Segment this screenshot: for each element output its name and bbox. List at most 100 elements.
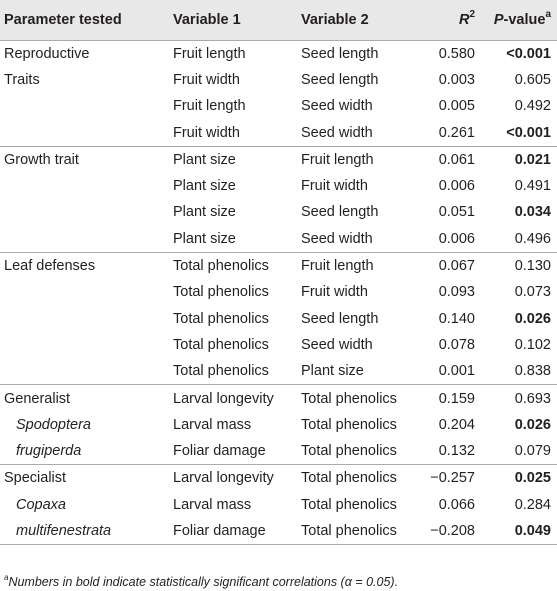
cell-parameter: Specialist xyxy=(0,464,173,492)
cell-variable-2: Fruit length xyxy=(301,251,411,280)
cell-variable-2: Seed width xyxy=(301,124,373,141)
cell-variable-2: Seed length xyxy=(301,310,379,327)
header-variable-2: Variable 2 xyxy=(301,0,411,41)
header-r-symbol: R xyxy=(458,11,470,28)
cell-variable-2: Total phenolics xyxy=(301,416,397,433)
cell-variable-2: Total phenolics xyxy=(301,464,411,492)
cell-variable-1: Fruit length xyxy=(173,98,246,115)
cell-parameter: multifenestrata xyxy=(0,517,173,546)
cell-r-squared: 0.159 xyxy=(411,384,485,412)
cell-r-squared: −0.208 xyxy=(411,517,485,546)
cell-parameter xyxy=(0,119,173,146)
cell-p-value: 0.021 xyxy=(485,145,557,173)
table-row: Generalist Larval longevity Total phenol… xyxy=(0,384,557,412)
table-row: Total phenolics Fruit width 0.093 0.073 xyxy=(0,279,557,305)
cell-variable-1: Total phenolics xyxy=(173,251,301,280)
table-row: Spodoptera Larval mass Total phenolics 0… xyxy=(0,412,557,438)
cell-parameter xyxy=(0,199,173,225)
cell-variable-2: Seed length xyxy=(301,204,379,221)
cell-variable-2: Seed width xyxy=(301,98,373,115)
cell-variable-1: Larval longevity xyxy=(173,464,301,492)
cell-variable-1: Total phenolics xyxy=(173,284,269,301)
table-footnote: aNumbers in bold indicate statistically … xyxy=(4,573,399,589)
cell-p-value: 0.492 xyxy=(514,98,551,115)
table-body: Reproductive Fruit length Seed length 0.… xyxy=(0,40,557,546)
cell-variable-1: Fruit width xyxy=(173,124,240,141)
table-row: Specialist Larval longevity Total phenol… xyxy=(0,464,557,492)
cell-parameter xyxy=(0,358,173,385)
cell-parameter xyxy=(0,305,173,331)
cell-variable-2: Total phenolics xyxy=(301,443,397,460)
cell-parameter: Spodoptera xyxy=(16,416,91,433)
header-parameter-tested: Parameter tested xyxy=(0,0,173,41)
cell-r-squared: 0.006 xyxy=(438,178,475,195)
cell-variable-2: Fruit width xyxy=(301,284,368,301)
cell-variable-2: Plant size xyxy=(301,363,364,380)
cell-variable-2: Seed length xyxy=(301,45,379,62)
header-p-text: -value xyxy=(503,11,546,28)
header-r-superscript: 2 xyxy=(469,8,475,20)
table-row: Plant size Fruit width 0.006 0.491 xyxy=(0,173,557,199)
cell-variable-1: Fruit width xyxy=(173,71,240,88)
cell-variable-2: Fruit width xyxy=(301,178,368,195)
cell-r-squared: 0.580 xyxy=(438,45,475,62)
cell-parameter: Growth trait xyxy=(0,145,173,173)
cell-parameter xyxy=(0,226,173,253)
cell-parameter: Generalist xyxy=(0,384,173,412)
cell-p-value: 0.284 xyxy=(514,496,551,513)
table-row: Fruit length Seed width 0.005 0.492 xyxy=(0,93,557,119)
table-row: Leaf defenses Total phenolics Fruit leng… xyxy=(0,251,557,280)
cell-p-value: 0.605 xyxy=(514,71,551,88)
cell-r-squared: 0.078 xyxy=(438,336,475,353)
cell-r-squared: 0.204 xyxy=(438,416,475,433)
table-row: Plant size Seed width 0.006 0.496 xyxy=(0,226,557,253)
cell-parameter: Reproductive xyxy=(4,45,90,62)
cell-r-squared: 0.001 xyxy=(438,363,475,380)
header-row: Parameter tested Variable 1 Variable 2 R… xyxy=(0,0,557,41)
header-r-squared: R2 xyxy=(411,0,485,41)
cell-p-value: 0.130 xyxy=(485,251,557,280)
cell-variable-1: Foliar damage xyxy=(173,443,266,460)
header-p-superscript: a xyxy=(545,8,551,20)
cell-p-value: 0.491 xyxy=(514,178,551,195)
header-p-symbol: P xyxy=(493,11,504,28)
cell-variable-1: Plant size xyxy=(173,178,236,195)
cell-p-value: <0.001 xyxy=(506,124,551,141)
cell-variable-1: Larval mass xyxy=(173,416,252,433)
cell-p-value: 0.693 xyxy=(485,384,557,412)
cell-variable-1: Larval longevity xyxy=(173,384,301,412)
cell-parameter: Traits xyxy=(4,71,40,88)
cell-p-value: 0.838 xyxy=(514,363,551,380)
table-row: Copaxa Larval mass Total phenolics 0.066… xyxy=(0,492,557,518)
cell-parameter xyxy=(0,93,173,119)
table-row: Fruit width Seed width 0.261 <0.001 xyxy=(0,119,557,146)
cell-p-value: 0.049 xyxy=(485,517,557,546)
cell-variable-2: Seed length xyxy=(301,71,379,88)
table-row: multifenestrata Foliar damage Total phen… xyxy=(0,517,557,546)
cell-parameter: frugiperda xyxy=(16,443,82,460)
cell-p-value: <0.001 xyxy=(506,45,551,62)
cell-variable-1: Larval mass xyxy=(173,496,252,513)
cell-r-squared: 0.140 xyxy=(438,310,475,327)
cell-r-squared: 0.067 xyxy=(411,251,485,280)
cell-variable-2: Fruit length xyxy=(301,145,411,173)
table-row: Plant size Seed length 0.051 0.034 xyxy=(0,199,557,225)
cell-r-squared: 0.261 xyxy=(438,124,475,141)
cell-variable-1: Total phenolics xyxy=(173,336,269,353)
header-variable-1: Variable 1 xyxy=(173,0,301,41)
cell-parameter xyxy=(0,332,173,358)
table-row: Traits Fruit width Seed length 0.003 0.6… xyxy=(0,67,557,93)
cell-variable-2: Total phenolics xyxy=(301,496,397,513)
cell-r-squared: 0.132 xyxy=(438,443,475,460)
cell-variable-1: Plant size xyxy=(173,145,301,173)
cell-r-squared: 0.006 xyxy=(438,230,475,247)
table-row: Reproductive Fruit length Seed length 0.… xyxy=(0,40,557,67)
cell-p-value: 0.102 xyxy=(514,336,551,353)
footnote-text: Numbers in bold indicate statistically s… xyxy=(8,575,399,589)
correlation-table: Parameter tested Variable 1 Variable 2 R… xyxy=(0,0,557,546)
cell-r-squared: 0.066 xyxy=(438,496,475,513)
cell-r-squared: −0.257 xyxy=(411,464,485,492)
cell-r-squared: 0.061 xyxy=(411,145,485,173)
cell-variable-2: Total phenolics xyxy=(301,384,411,412)
